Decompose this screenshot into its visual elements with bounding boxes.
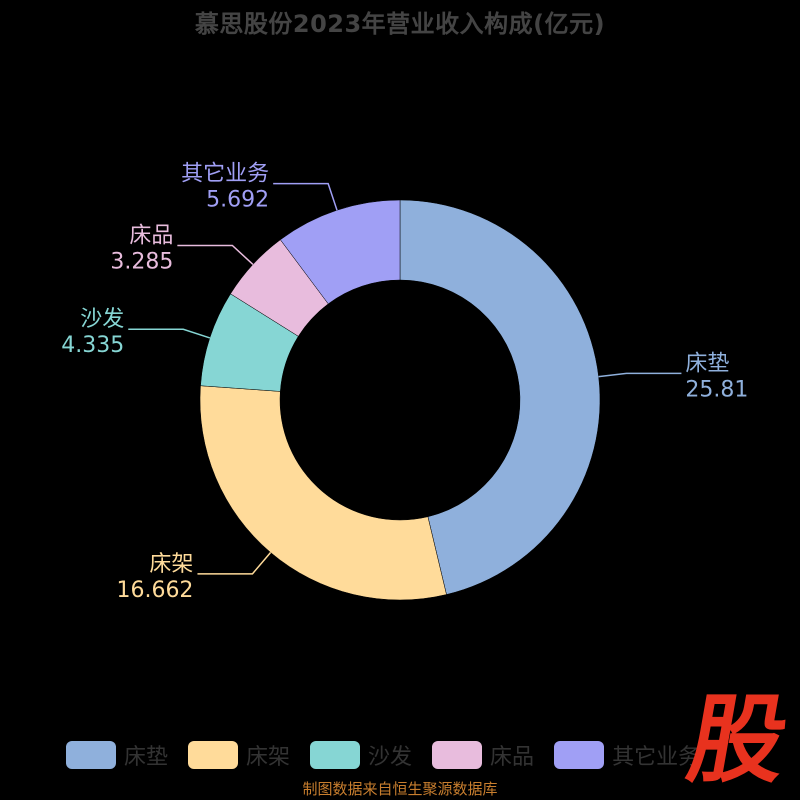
legend-swatch-bedding [432, 741, 483, 769]
legend-swatch-bedframe [188, 741, 239, 769]
legend-label-bedframe: 床架 [246, 745, 291, 770]
slice-name-label-bedding: 床品 [129, 223, 173, 248]
donut-slice-other[interactable] [280, 199, 401, 305]
label-line-bedding [177, 244, 254, 266]
legend-item-bedframe[interactable]: 床架 [188, 739, 290, 771]
legend-item-sofa[interactable]: 沙发 [310, 739, 412, 771]
legend-swatch-mattress [66, 741, 116, 769]
legend-swatch-sofa [310, 741, 361, 769]
legend-item-mattress[interactable]: 床垫 [66, 739, 168, 771]
legend-label-mattress: 床垫 [124, 745, 169, 770]
footer-source: 制图数据来自恒生聚源数据库 [302, 780, 498, 798]
legend-label-bedding: 床品 [490, 745, 535, 770]
slice-name-label-bedframe: 床架 [149, 552, 193, 577]
chart-title: 慕思股份2023年营业收入构成(亿元) [194, 10, 606, 38]
watermark-logo: 股 [680, 684, 796, 796]
label-line-bedframe [197, 551, 272, 575]
legend-swatch-other [554, 741, 605, 769]
donut-slice-mattress[interactable] [399, 199, 601, 595]
label-line-other [273, 182, 338, 211]
donut-slice-bedframe[interactable] [199, 385, 447, 601]
slice-value-label-sofa: 4.335 [61, 333, 124, 358]
slice-name-label-mattress: 床垫 [685, 351, 729, 376]
slice-value-label-bedframe: 16.662 [116, 578, 193, 603]
slice-value-label-other: 5.692 [206, 188, 269, 213]
slice-name-label-sofa: 沙发 [80, 307, 124, 332]
legend: 床垫 床架 沙发 床品 其它业务 [66, 738, 720, 772]
legend-item-bedding[interactable]: 床品 [432, 739, 534, 771]
slice-value-label-bedding: 3.285 [110, 249, 173, 274]
legend-label-other: 其它业务 [612, 745, 701, 770]
label-line-sofa [128, 328, 211, 339]
legend-label-sofa: 沙发 [368, 745, 413, 770]
label-line-mattress [598, 372, 682, 378]
slice-value-label-mattress: 25.81 [685, 377, 748, 402]
slice-name-label-other: 其它业务 [181, 162, 269, 187]
legend-item-other[interactable]: 其它业务 [554, 739, 700, 771]
